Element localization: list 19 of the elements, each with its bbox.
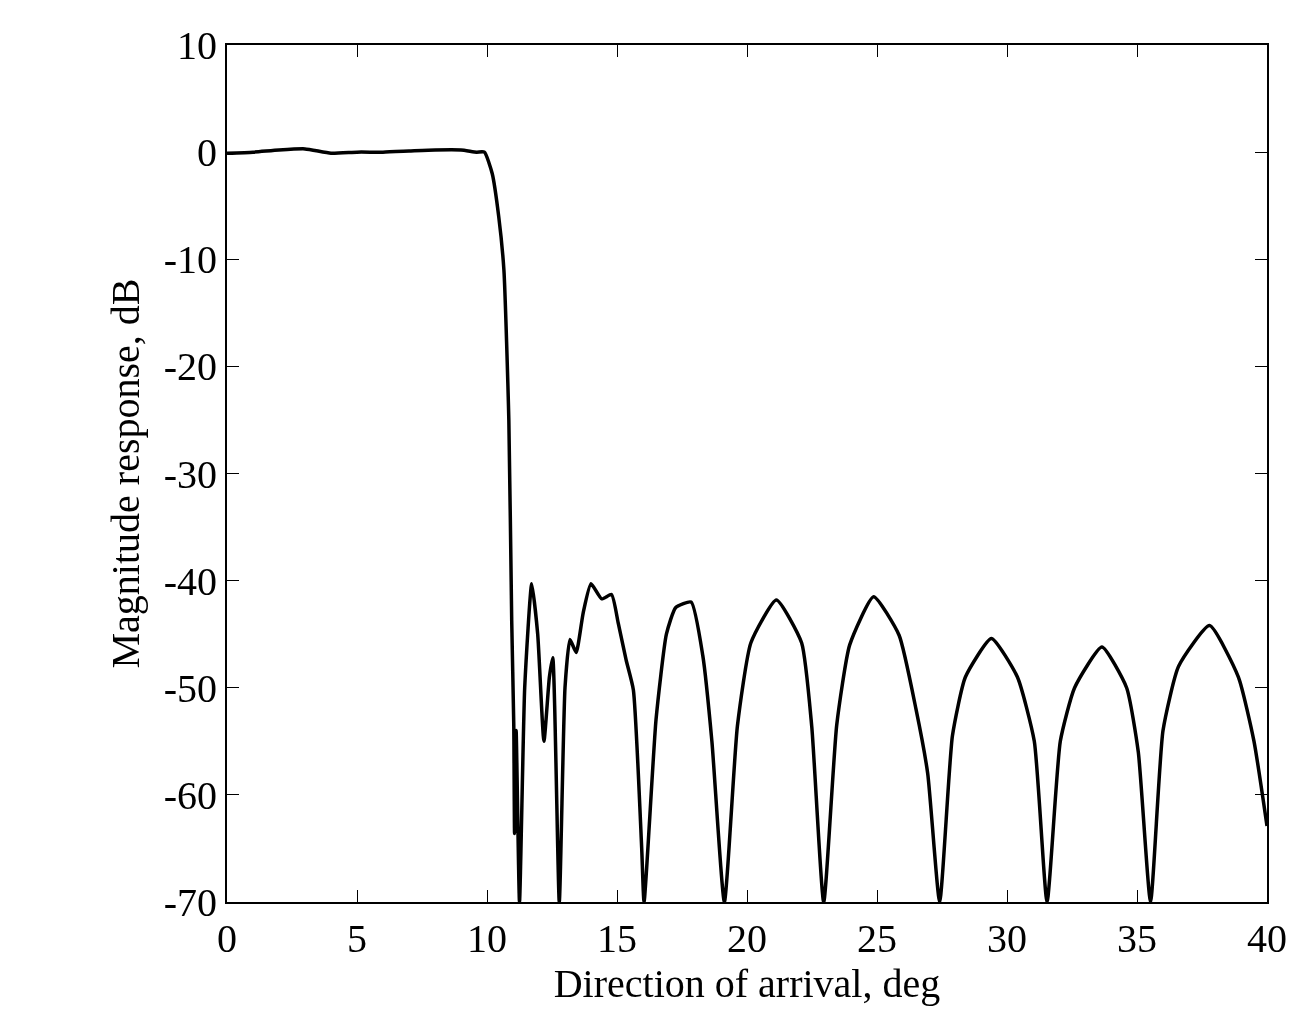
x-axis-title: Direction of arrival, deg (553, 961, 941, 1006)
y-tick-label: -60 (163, 772, 217, 818)
x-tick-label: 25 (857, 916, 897, 961)
y-tick-label: 10 (177, 23, 217, 68)
y-tick-label: -10 (163, 237, 217, 283)
x-tick-label: 35 (1117, 916, 1157, 961)
x-tick-label: 30 (987, 916, 1027, 961)
y-tick-label: -50 (163, 665, 217, 711)
x-tick-label: 5 (347, 916, 367, 961)
y-axis-title: Magnitude response, dB (102, 278, 148, 669)
y-tick-label: 0 (197, 130, 217, 176)
x-tick-label: 40 (1247, 916, 1287, 961)
y-tick-label: -40 (163, 558, 217, 604)
x-tick-label: 20 (727, 916, 767, 961)
y-tick-label: -70 (163, 880, 217, 925)
y-tick-label: -30 (163, 451, 217, 497)
x-tick-label: 10 (467, 916, 507, 961)
y-tick-label: -20 (163, 344, 217, 390)
x-tick-label: 15 (597, 916, 637, 961)
